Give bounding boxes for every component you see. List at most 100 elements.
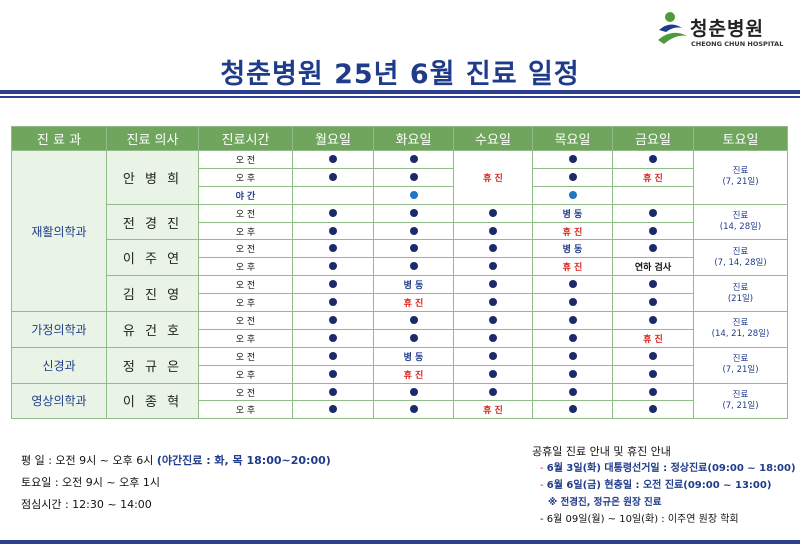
day-cell	[292, 346, 374, 366]
column-header: 진 료 과	[11, 126, 107, 151]
saturday-text: 진료	[732, 389, 749, 400]
ward-label: 병 동	[562, 209, 583, 220]
day-cell	[453, 311, 533, 330]
closed-label: 휴 진	[483, 406, 503, 417]
column-header: 목요일	[532, 126, 613, 151]
day-cell	[373, 382, 454, 402]
day-cell	[292, 311, 374, 330]
day-cell	[612, 293, 694, 313]
session-cell: 오 전	[198, 150, 293, 169]
day-cell	[453, 364, 533, 384]
closed-label: 휴 진	[403, 299, 424, 310]
saturday-text: 진료	[732, 211, 749, 222]
day-cell: 휴 진	[612, 167, 694, 187]
day-cell	[453, 221, 533, 241]
clinic-dot-icon	[329, 298, 337, 307]
day-cell: 휴 진	[373, 364, 454, 384]
doctor-cell: 안 병 희	[106, 150, 199, 205]
day-cell	[373, 185, 454, 205]
clinic-dot-icon	[329, 280, 337, 289]
column-header: 화요일	[373, 126, 454, 151]
logo-subtext: CHEONG CHUN HOSPITAL	[691, 40, 784, 48]
clinic-dot-icon	[489, 298, 497, 307]
session-cell: 오 후	[198, 293, 293, 313]
ward-label: 병 동	[403, 281, 424, 292]
day-cell	[453, 328, 533, 348]
saturday-text: 진료	[732, 246, 749, 257]
logo-text: 청춘병원	[690, 18, 764, 40]
night-clinic-dot-icon	[568, 190, 577, 199]
day-cell	[612, 239, 694, 259]
saturday-cell: 진료 (14, 28일)	[693, 203, 788, 241]
clinic-dot-icon	[329, 262, 337, 271]
clinic-dot-icon	[489, 208, 497, 217]
title-rule-thin	[0, 96, 800, 98]
page-title: 청춘병원 25년 6월 진료 일정	[220, 59, 580, 90]
session-cell: 오 전	[198, 382, 293, 402]
saturday-text: (14, 21, 28일)	[711, 329, 770, 340]
day-cell	[532, 293, 613, 313]
clinic-dot-icon	[329, 244, 337, 253]
day-cell: 휴 진	[612, 328, 694, 348]
closed-label: 휴 진	[643, 173, 663, 184]
logo-mark-icon	[658, 12, 687, 44]
notice-item-2: 6월 6일(금) 현충일 : 오전 진료(09:00 ~ 13:00)	[546, 480, 772, 491]
clinic-dot-icon	[329, 208, 337, 217]
day-cell	[292, 185, 374, 205]
session-cell: 오 후	[198, 328, 293, 348]
day-cell	[532, 364, 613, 384]
day-cell	[292, 275, 374, 295]
column-header: 금요일	[612, 126, 694, 151]
day-cell	[532, 400, 613, 420]
table-row: 오 후 휴 진 연하 검사	[12, 257, 788, 277]
clinic-dot-icon	[649, 154, 657, 163]
clinic-dot-icon	[409, 244, 418, 253]
day-cell	[612, 311, 694, 330]
clinic-dot-icon	[649, 351, 657, 360]
bottom-rule	[0, 540, 800, 544]
day-cell	[532, 185, 613, 205]
closed-label: 휴 진	[403, 370, 424, 381]
clinic-dot-icon	[329, 226, 337, 235]
clinic-dot-icon	[489, 244, 497, 253]
session-cell: 오 후	[198, 257, 293, 277]
day-cell	[373, 167, 454, 187]
column-header: 진료시간	[198, 126, 293, 151]
day-cell	[532, 167, 613, 187]
saturday-text: (7, 21일)	[722, 365, 759, 376]
saturday-cell: 진료 (7, 21일)	[693, 150, 788, 205]
session-cell: 야 간	[198, 185, 293, 205]
day-cell: 병 동	[532, 203, 613, 223]
session-cell: 오 후	[198, 400, 293, 420]
day-cell	[292, 257, 374, 277]
column-header: 진료 의사	[106, 126, 199, 151]
day-cell	[612, 203, 694, 223]
clinic-dot-icon	[568, 298, 577, 307]
clinic-dot-icon	[329, 154, 337, 163]
day-cell	[453, 346, 533, 366]
clinic-dot-icon	[489, 369, 497, 378]
day-cell	[292, 167, 374, 187]
schedule-table: 진 료 과 진료 의사 진료시간 월요일 화요일 수요일 목요일 금요일 토요일 재활의학과 안 …	[11, 126, 788, 420]
session-cell: 오 후	[198, 167, 293, 187]
department-cell: 신경과	[11, 346, 107, 384]
clinic-dot-icon	[568, 351, 577, 360]
clinic-dot-icon	[409, 315, 418, 324]
clinic-dot-icon	[329, 351, 337, 360]
day-cell	[532, 346, 613, 366]
day-cell	[373, 203, 454, 223]
day-cell: 휴 진	[453, 400, 533, 420]
clinic-dot-icon	[489, 315, 497, 324]
session-cell: 오 후	[198, 221, 293, 241]
doctor-cell: 전 경 진	[106, 203, 199, 241]
session-cell: 오 전	[198, 203, 293, 223]
day-cell	[612, 185, 694, 205]
clinic-dot-icon	[329, 315, 337, 324]
